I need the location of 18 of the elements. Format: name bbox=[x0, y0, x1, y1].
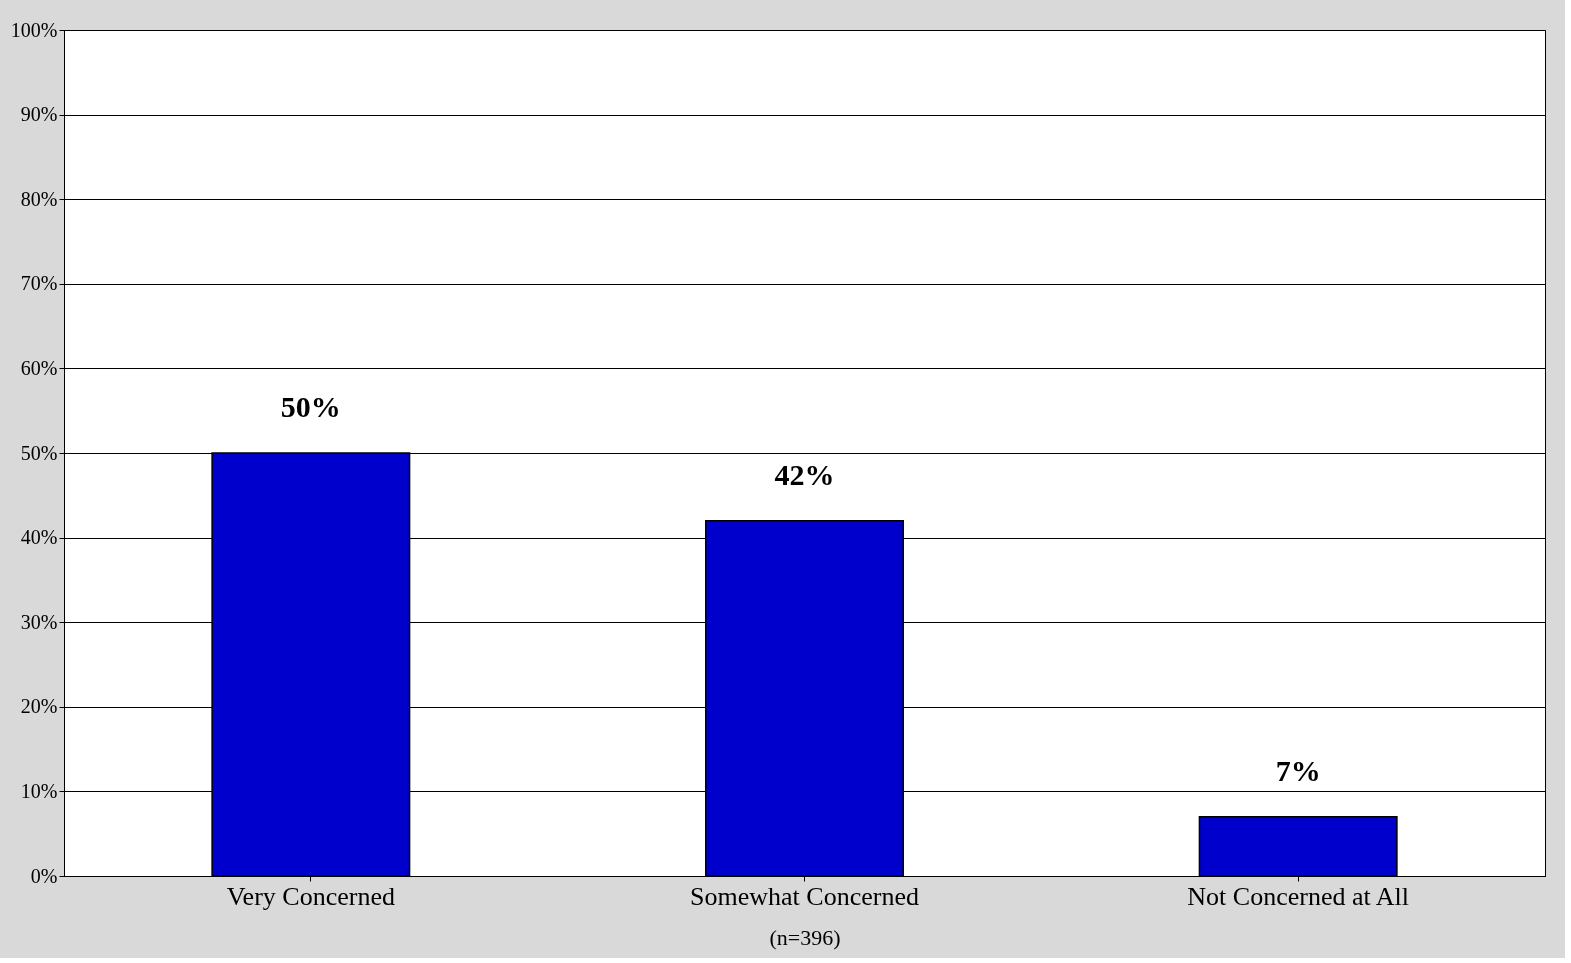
y-tick-label: 80% bbox=[20, 187, 58, 210]
y-tick-label: 100% bbox=[10, 18, 58, 41]
data-label: 7% bbox=[1275, 753, 1321, 787]
x-tick-label: Not Concerned at All bbox=[1187, 881, 1410, 911]
data-label: 42% bbox=[774, 457, 835, 491]
x-tick-label: Very Concerned bbox=[226, 881, 395, 911]
data-label: 50% bbox=[280, 390, 341, 423]
x-tick-label: Somewhat Concerned bbox=[690, 881, 919, 911]
y-tick-label: 30% bbox=[20, 610, 58, 633]
y-tick-label: 10% bbox=[20, 779, 58, 802]
x-axis-title: (n=396) bbox=[769, 924, 841, 950]
y-tick-label: 0% bbox=[30, 864, 58, 887]
y-tick-label: 60% bbox=[20, 356, 58, 379]
y-tick-label: 20% bbox=[20, 695, 58, 718]
y-tick-label: 90% bbox=[20, 103, 58, 126]
y-tick-label: 40% bbox=[20, 526, 58, 549]
y-tick-label: 50% bbox=[20, 441, 58, 464]
y-tick-label: 70% bbox=[20, 272, 58, 295]
